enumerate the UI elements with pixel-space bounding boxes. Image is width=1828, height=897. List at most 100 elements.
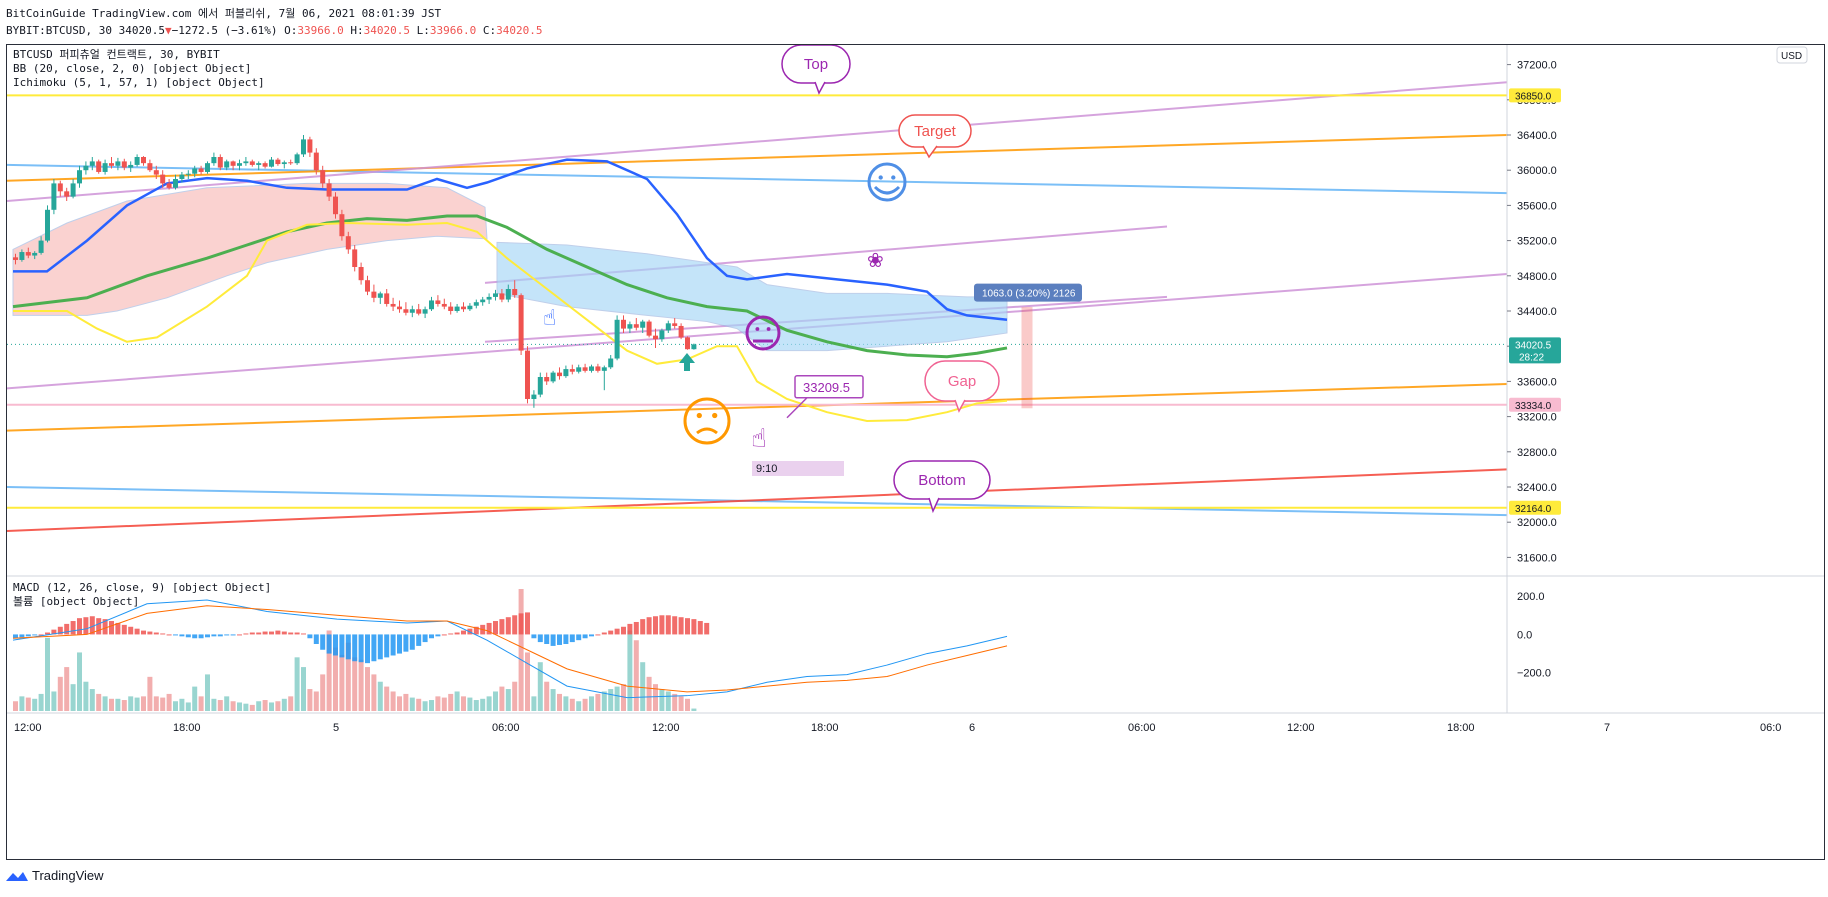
volume-bar [269, 702, 274, 711]
macd-histogram-bar [608, 630, 614, 635]
happy-face-icon-eye-right [891, 175, 896, 180]
volume-bar [499, 686, 505, 711]
macd-histogram-bar [13, 634, 18, 639]
candle-body [633, 324, 639, 328]
macd-histogram-bar [102, 619, 108, 635]
candle-body [326, 183, 332, 197]
price-tick-label: 34400.0 [1517, 306, 1557, 318]
volume-bar [313, 691, 319, 711]
macd-histogram-bar [192, 634, 198, 639]
macd-histogram-bar [627, 623, 633, 635]
macd-tick-label: 0.0 [1517, 629, 1532, 641]
volume-bar [211, 698, 217, 711]
macd-legend: MACD (12, 26, close, 9) [object Object] [13, 581, 271, 594]
macd-histogram-bar [685, 618, 690, 635]
volume-bar [518, 589, 524, 711]
macd-histogram-bar [345, 634, 351, 660]
price-tick-label: 32000.0 [1517, 517, 1557, 529]
candle-body [390, 303, 396, 307]
candle-body [672, 323, 678, 326]
volume-bar [397, 696, 402, 711]
dizzy-face-icon [683, 397, 731, 445]
volume-bar [390, 691, 396, 711]
happy-face-icon-eye-left [878, 175, 883, 180]
macd-histogram-bar [518, 613, 524, 635]
price-tick-label: 36000.0 [1517, 165, 1557, 177]
macd-histogram-bar [115, 622, 121, 635]
price-callout-box [794, 375, 864, 399]
macd-histogram-bar [141, 630, 146, 635]
macd-histogram-bar [179, 634, 185, 637]
volume-bar [45, 637, 50, 711]
candle-body [409, 309, 415, 313]
macd-histogram-bar [691, 619, 697, 635]
time-tick-label: 12:00 [1287, 722, 1315, 734]
volume-bar [198, 696, 204, 711]
volume-bar [480, 698, 486, 711]
volume-bar [627, 630, 633, 711]
candle-body [582, 367, 588, 371]
macd-histogram-bar [589, 634, 594, 637]
macd-histogram-bar [307, 634, 313, 639]
volume-bar [416, 698, 422, 711]
price-badge-label: 33334.0 [1515, 401, 1552, 412]
macd-histogram-bar [550, 634, 556, 646]
candle-body [461, 306, 466, 310]
time-tick-label: 7 [1604, 722, 1610, 734]
macd-histogram-bar [173, 634, 178, 636]
candle-body [569, 369, 575, 372]
macd-histogram-bar [403, 634, 409, 652]
candle-body [121, 161, 127, 168]
macd-histogram-bar [19, 634, 25, 638]
candle-body [243, 161, 249, 164]
candle-body [217, 157, 223, 168]
candle-body [525, 350, 530, 399]
time-tick-label: 06:0 [1760, 722, 1781, 734]
macd-histogram-bar [128, 626, 134, 635]
volume-bar [557, 693, 562, 711]
volume-bar [608, 689, 614, 711]
macd-histogram-bar [493, 621, 498, 635]
macd-histogram-bar [653, 616, 658, 635]
volume-bar [339, 654, 345, 711]
axes: 37200.036800.036400.036000.035600.035200… [7, 45, 1824, 734]
macd-histogram-bar [89, 616, 95, 635]
currency-label: USD [1781, 51, 1802, 62]
macd-histogram-bar [371, 634, 377, 662]
candle-body [563, 369, 569, 377]
volume-bar [134, 697, 140, 711]
publish-info: BitCoinGuide TradingView.com 에서 퍼블리쉬, 7월… [6, 7, 442, 20]
volume-bar [256, 701, 262, 711]
annotation-target-text: Target [914, 123, 957, 140]
volume-bar [205, 674, 210, 711]
volume-bar [646, 676, 652, 711]
candle-body [128, 164, 134, 168]
volume-bar [64, 667, 70, 711]
volume-bar [691, 708, 697, 711]
up-arrow-icon [679, 353, 695, 371]
candle-body [294, 154, 300, 164]
candle-body [25, 252, 31, 256]
time-tick-label: 5 [333, 722, 339, 734]
chart-canvas[interactable]: 1063.0 (3.20%) 2126 Top Target Bottom Gap 332… [7, 45, 1824, 859]
price-callout-text: 33209.5 [803, 380, 850, 395]
price-badge-label: 32164.0 [1515, 504, 1552, 515]
candle-body [153, 170, 159, 175]
volume-bar [13, 701, 18, 711]
volume-bar [89, 689, 95, 711]
macd-histogram-bar [320, 634, 326, 650]
macd-histogram-bar [294, 632, 300, 635]
macd-histogram-bar [614, 628, 620, 635]
candle-body [441, 303, 447, 307]
tradingview-footer[interactable]: TradingView [6, 868, 104, 883]
annotation-target-tail [922, 145, 938, 159]
volume-bar [38, 693, 44, 711]
neutral-face-icon-eye-right [766, 327, 771, 331]
candle-body [224, 161, 230, 168]
price-badge [1509, 397, 1561, 412]
price-badge-countdown: 28:22 [1519, 352, 1544, 363]
candle-body [557, 372, 562, 377]
signal-line [12, 605, 1008, 693]
macd-histogram-bar [45, 632, 50, 635]
volume-bar [505, 689, 511, 711]
